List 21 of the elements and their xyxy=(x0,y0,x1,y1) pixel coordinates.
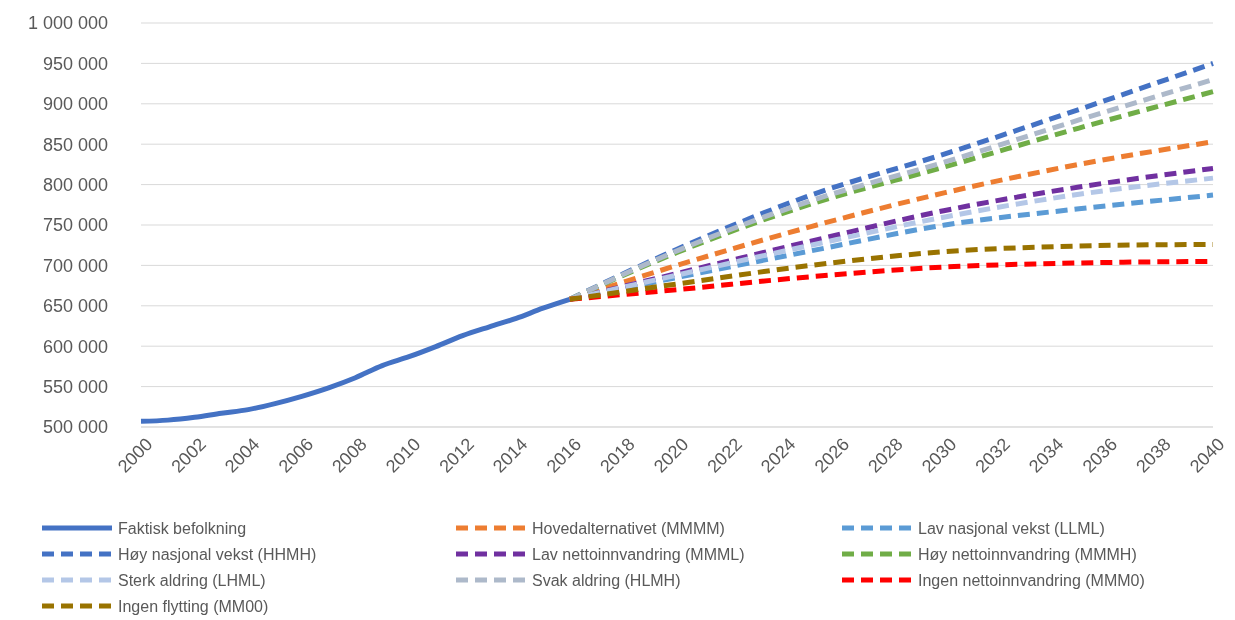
y-tick-label: 950 000 xyxy=(42,53,108,74)
y-tick-label: 1 000 000 xyxy=(27,13,108,34)
y-tick-label: 600 000 xyxy=(42,336,108,357)
y-tick-label: 650 000 xyxy=(42,296,108,317)
legend-label: Sterk aldring (LHML) xyxy=(118,571,266,589)
y-tick-label: 850 000 xyxy=(42,134,108,155)
legend-label: Hovedalternativet (MMMM) xyxy=(532,519,725,537)
legend-label: Lav nettoinnvandring (MMML) xyxy=(532,545,745,563)
legend-label: Ingen flytting (MM00) xyxy=(118,597,269,615)
y-tick-label: 500 000 xyxy=(42,417,108,438)
legend-label: Faktisk befolkning xyxy=(118,519,247,537)
y-tick-label: 750 000 xyxy=(42,215,108,236)
legend-label: Lav nasjonal vekst (LLML) xyxy=(918,519,1105,537)
legend-label: Høy nasjonal vekst (HHMH) xyxy=(118,545,317,563)
y-tick-label: 900 000 xyxy=(42,94,108,115)
legend-label: Høy nettoinnvandring (MMMH) xyxy=(918,545,1137,563)
legend-label: Ingen nettoinnvandring (MMM0) xyxy=(918,571,1145,589)
y-tick-label: 800 000 xyxy=(42,174,108,195)
legend-label: Svak aldring (HLMH) xyxy=(532,571,681,589)
y-tick-label: 700 000 xyxy=(42,255,108,276)
y-tick-label: 550 000 xyxy=(42,376,108,397)
